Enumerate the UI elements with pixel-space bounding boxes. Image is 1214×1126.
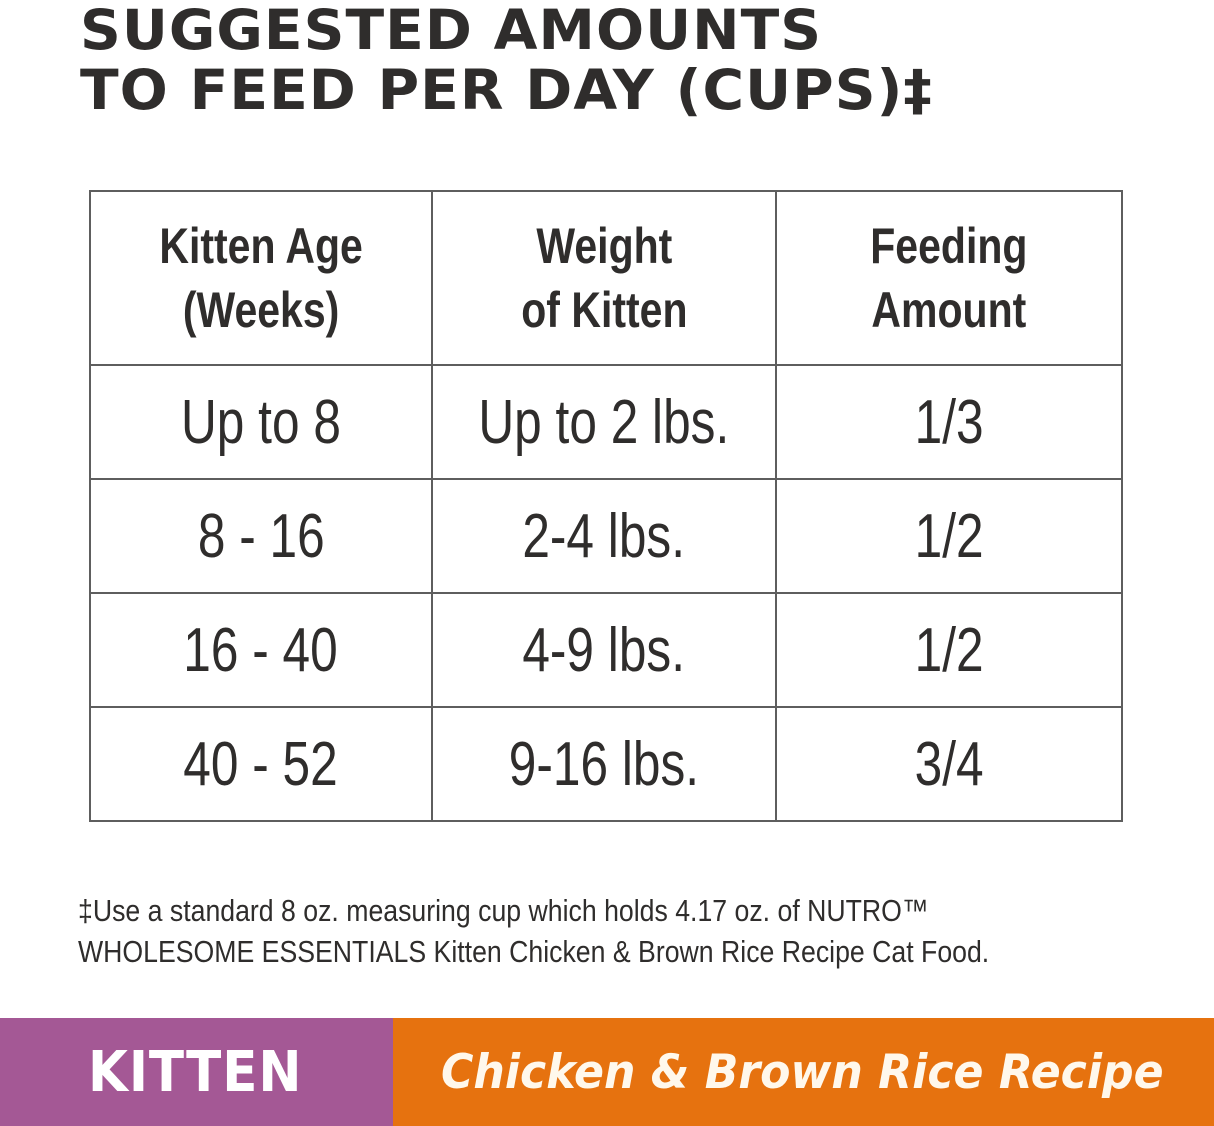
cell-weight: Up to 2 lbs.	[431, 364, 777, 480]
cell-amount: 1/2	[775, 592, 1123, 708]
cell-age: 40 - 52	[89, 706, 433, 822]
footnote-line-1: ‡Use a standard 8 oz. measuring cup whic…	[78, 893, 929, 928]
cell-amount: 3/4	[775, 706, 1123, 822]
recipe-label: Chicken & Brown Rice Recipe	[441, 1044, 1164, 1100]
table-row: 40 - 52 9-16 lbs. 3/4	[89, 706, 1123, 822]
cell-weight: 9-16 lbs.	[431, 706, 777, 822]
table-row: 8 - 16 2-4 lbs. 1/2	[89, 478, 1123, 594]
cell-age: 8 - 16	[89, 478, 433, 594]
title-line-1: SUGGESTED AMOUNTS	[80, 0, 823, 62]
cell-age: Up to 8	[89, 364, 433, 480]
life-stage-label: KITTEN	[88, 1039, 303, 1105]
feeding-table: Kitten Age (Weeks) Weight of Kitten Feedin…	[89, 190, 1123, 822]
cell-weight: 2-4 lbs.	[431, 478, 777, 594]
footnote: ‡Use a standard 8 oz. measuring cup whic…	[78, 890, 989, 972]
cell-amount: 1/3	[775, 364, 1123, 480]
footnote-line-2: WHOLESOME ESSENTIALS Kitten Chicken & Br…	[78, 934, 990, 969]
page-title: SUGGESTED AMOUNTS TO FEED PER DAY (CUPS)…	[80, 0, 933, 120]
cell-age: 16 - 40	[89, 592, 433, 708]
header-feeding-amount: Feeding Amount	[775, 190, 1123, 366]
life-stage-panel: KITTEN	[0, 1018, 393, 1126]
header-kitten-age: Kitten Age (Weeks)	[89, 190, 433, 366]
product-banner: KITTEN Chicken & Brown Rice Recipe	[0, 1018, 1214, 1126]
recipe-panel: Chicken & Brown Rice Recipe	[393, 1018, 1214, 1126]
title-line-2: TO FEED PER DAY (CUPS)‡	[80, 58, 933, 122]
table-row: Up to 8 Up to 2 lbs. 1/3	[89, 364, 1123, 480]
header-weight: Weight of Kitten	[431, 190, 777, 366]
table-row: 16 - 40 4-9 lbs. 1/2	[89, 592, 1123, 708]
cell-weight: 4-9 lbs.	[431, 592, 777, 708]
cell-amount: 1/2	[775, 478, 1123, 594]
table-header-row: Kitten Age (Weeks) Weight of Kitten Feedin…	[89, 190, 1123, 366]
